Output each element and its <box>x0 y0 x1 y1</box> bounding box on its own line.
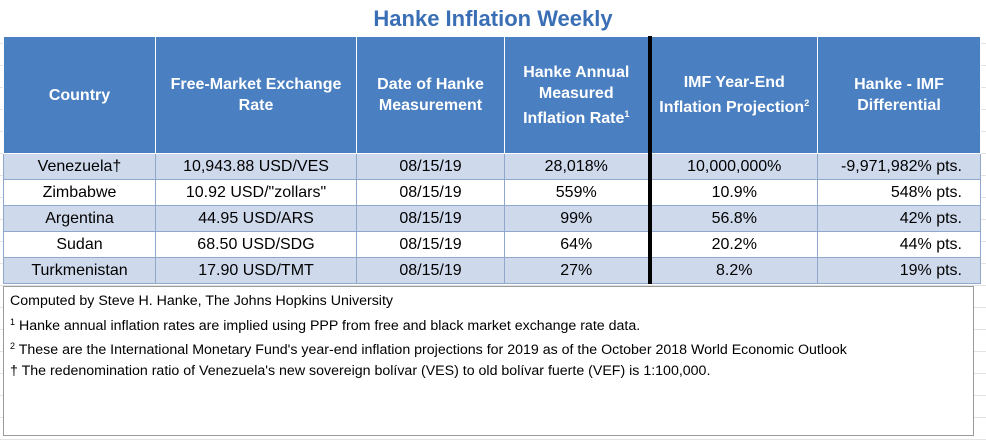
cell-country[interactable]: Argentina <box>3 205 156 232</box>
footnotes-box[interactable]: Computed by Steve H. Hanke, The Johns Ho… <box>3 286 974 436</box>
header-differential[interactable]: Hanke - IMF Differential <box>817 36 981 154</box>
header-row: Country Free-Market Exchange Rate Date o… <box>3 36 981 154</box>
cell-date[interactable]: 08/15/19 <box>356 231 505 258</box>
cell-rate[interactable]: 10.92 USD/"zollars" <box>155 179 357 206</box>
inflation-table: Country Free-Market Exchange Rate Date o… <box>3 36 981 284</box>
cell-date[interactable]: 08/15/19 <box>356 153 505 180</box>
cell-imf[interactable]: 20.2% <box>647 231 818 258</box>
cell-country[interactable]: Turkmenistan <box>3 257 156 284</box>
table-row: Venezuela† 10,943.88 USD/VES 08/15/19 28… <box>3 153 981 180</box>
cell-country[interactable]: Venezuela† <box>3 153 156 180</box>
cell-hanke[interactable]: 28,018% <box>504 153 650 180</box>
header-imf-projection[interactable]: IMF Year-End Inflation Projection2 <box>647 36 818 154</box>
cell-country[interactable]: Sudan <box>3 231 156 258</box>
cell-diff[interactable]: 548% pts. <box>817 179 981 206</box>
cell-diff[interactable]: -9,971,982% pts. <box>817 153 981 180</box>
header-hanke-rate[interactable]: Hanke Annual Measured Inflation Rate1 <box>504 36 650 154</box>
cell-country[interactable]: Zimbabwe <box>3 179 156 206</box>
table-row: Zimbabwe 10.92 USD/"zollars" 08/15/19 55… <box>3 179 981 206</box>
cell-diff[interactable]: 44% pts. <box>817 231 981 258</box>
cell-imf[interactable]: 10.9% <box>647 179 818 206</box>
cell-hanke[interactable]: 99% <box>504 205 650 232</box>
cell-diff[interactable]: 42% pts. <box>817 205 981 232</box>
cell-hanke[interactable]: 27% <box>504 257 650 284</box>
cell-imf[interactable]: 10,000,000% <box>647 153 818 180</box>
cell-date[interactable]: 08/15/19 <box>356 205 505 232</box>
cell-rate[interactable]: 68.50 USD/SDG <box>155 231 357 258</box>
cell-hanke[interactable]: 64% <box>504 231 650 258</box>
cell-diff[interactable]: 19% pts. <box>817 257 981 284</box>
cell-date[interactable]: 08/15/19 <box>356 257 505 284</box>
table-title: Hanke Inflation Weekly <box>0 0 986 36</box>
footnote-1: 1 Hanke annual inflation rates are impli… <box>10 316 641 334</box>
header-date[interactable]: Date of Hanke Measurement <box>356 36 505 154</box>
header-exchange-rate[interactable]: Free-Market Exchange Rate <box>155 36 357 154</box>
table-row: Turkmenistan 17.90 USD/TMT 08/15/19 27% … <box>3 257 981 284</box>
cell-date[interactable]: 08/15/19 <box>356 179 505 206</box>
cell-imf[interactable]: 56.8% <box>647 205 818 232</box>
footnote-2: 2 These are the International Monetary F… <box>10 341 847 358</box>
cell-rate[interactable]: 17.90 USD/TMT <box>155 257 357 284</box>
header-country[interactable]: Country <box>3 36 156 154</box>
credit-note: Computed by Steve H. Hanke, The Johns Ho… <box>10 293 393 309</box>
table-row: Sudan 68.50 USD/SDG 08/15/19 64% 20.2% 4… <box>3 231 981 258</box>
cell-hanke[interactable]: 559% <box>504 179 650 206</box>
cell-rate[interactable]: 10,943.88 USD/VES <box>155 153 357 180</box>
table-row: Argentina 44.95 USD/ARS 08/15/19 99% 56.… <box>3 205 981 232</box>
footnote-dagger: † The redenomination ratio of Venezuela'… <box>10 362 711 379</box>
cell-rate[interactable]: 44.95 USD/ARS <box>155 205 357 232</box>
cell-imf[interactable]: 8.2% <box>647 257 818 284</box>
